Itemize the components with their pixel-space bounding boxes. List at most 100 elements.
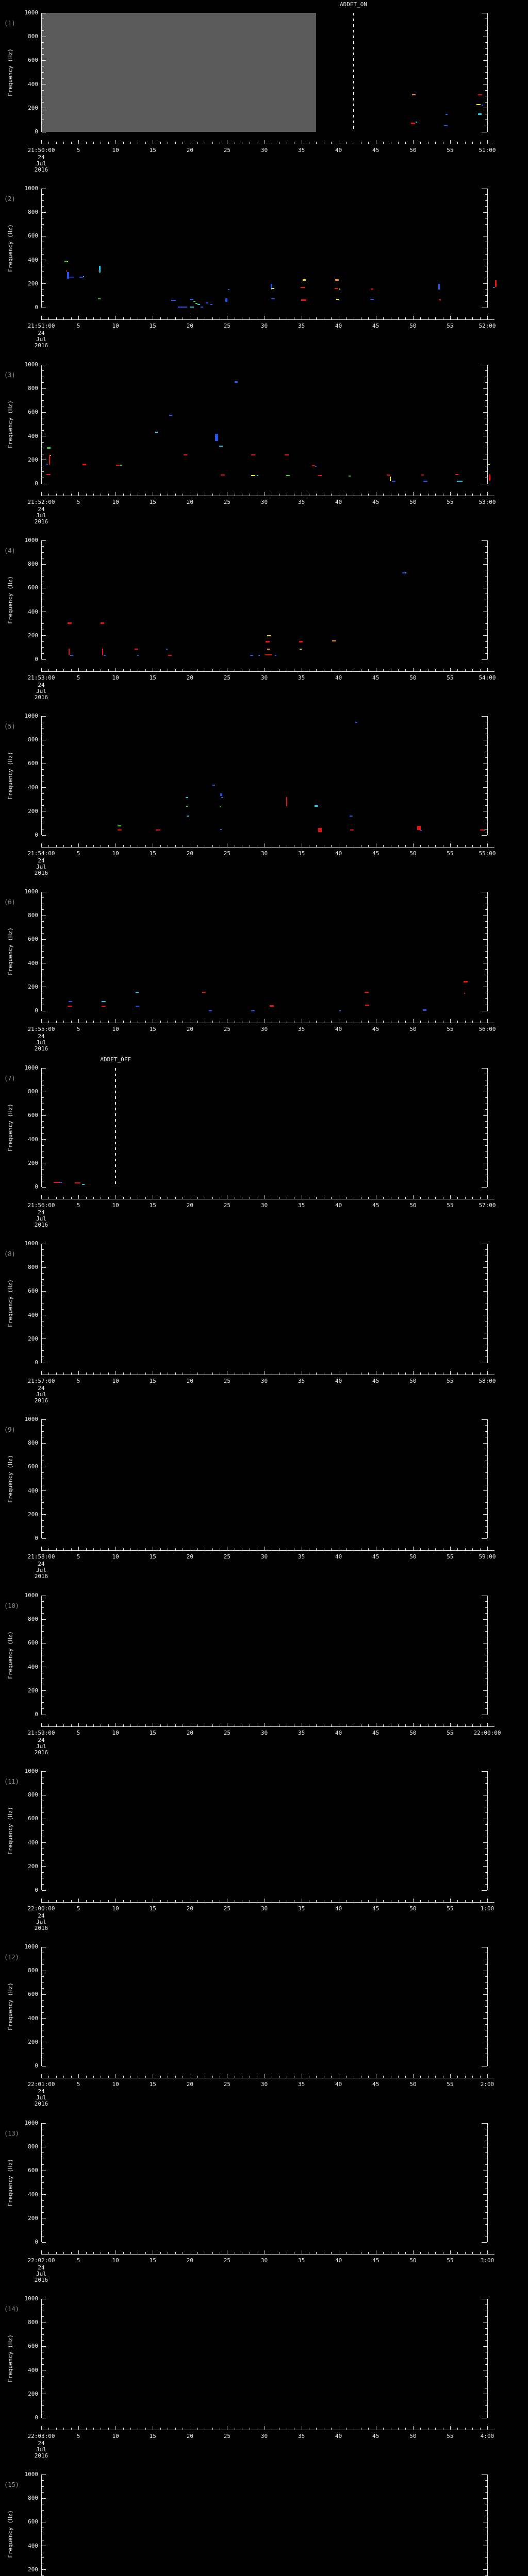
y-tick-right bbox=[485, 2000, 487, 2001]
x-date-line: 2016 bbox=[34, 694, 48, 701]
x-tick-label: 45 bbox=[372, 1202, 380, 1209]
x-start-label: 22:03:00 bbox=[27, 2433, 55, 2439]
x-tick bbox=[63, 1197, 64, 1199]
y-tick bbox=[42, 2510, 44, 2511]
detection-speck bbox=[417, 825, 421, 831]
y-tick-right bbox=[483, 1139, 487, 1140]
y-tick bbox=[42, 2557, 44, 2558]
x-tick bbox=[123, 2076, 124, 2078]
x-tick bbox=[316, 1197, 317, 1199]
x-date-line: 24 bbox=[38, 2264, 45, 2271]
y-tick-label: 200 bbox=[28, 2214, 38, 2222]
x-tick bbox=[175, 1372, 176, 1375]
x-tick-label: 55 bbox=[447, 674, 454, 681]
detection-speck bbox=[68, 1001, 72, 1003]
y-tick bbox=[42, 1514, 46, 1515]
x-tick bbox=[123, 845, 124, 847]
x-tick bbox=[145, 2076, 146, 2078]
y-tick-right bbox=[485, 1613, 487, 1614]
x-end-label: 3:00 bbox=[480, 2257, 494, 2264]
detection-speck bbox=[286, 797, 287, 807]
x-start-label: 21:56:00 bbox=[27, 1202, 55, 1209]
x-tick bbox=[93, 1372, 94, 1375]
y-tick-right bbox=[485, 546, 487, 547]
y-tick-right bbox=[485, 48, 487, 49]
detection-speck bbox=[478, 113, 482, 115]
y-tick-right bbox=[485, 2006, 487, 2007]
x-tick bbox=[316, 1900, 317, 1902]
x-start-label: 21:55:00 bbox=[27, 1026, 55, 1032]
detection-speck bbox=[134, 648, 139, 650]
x-date-line: Jul bbox=[36, 512, 46, 519]
x-tick-label: 20 bbox=[186, 1730, 193, 1736]
y-axis-title: Frequency (Hz) bbox=[7, 2158, 14, 2207]
y-tick-right bbox=[485, 1261, 487, 1262]
x-tick bbox=[435, 669, 436, 671]
x-tick bbox=[383, 2428, 384, 2430]
x-tick bbox=[86, 2252, 87, 2254]
y-axis-left bbox=[41, 2299, 42, 2418]
y-axis-right bbox=[487, 1244, 488, 1363]
y-tick-label: 800 bbox=[28, 33, 38, 40]
detection-speck bbox=[315, 465, 317, 467]
y-tick-label: 1000 bbox=[24, 888, 39, 895]
x-tick bbox=[331, 1900, 332, 1902]
y-axis-right bbox=[487, 365, 488, 484]
x-tick bbox=[368, 1372, 369, 1375]
x-tick-label: 30 bbox=[260, 1378, 268, 1384]
y-tick bbox=[42, 1866, 46, 1867]
x-tick bbox=[465, 2252, 466, 2254]
y-tick-right bbox=[485, 424, 487, 425]
x-tick bbox=[63, 317, 64, 319]
x-tick bbox=[435, 2252, 436, 2254]
y-axis-right bbox=[487, 2123, 488, 2242]
y-tick bbox=[42, 641, 44, 642]
x-date-line: 2016 bbox=[34, 2100, 48, 2107]
x-tick bbox=[56, 317, 57, 319]
spectrogram-panel-14: (14) Frequency (Hz) 0 200 400 600 800 1000 22:03… bbox=[0, 2286, 528, 2462]
detection-speck bbox=[206, 302, 208, 303]
panel-number: (12) bbox=[4, 1954, 19, 1961]
y-tick bbox=[42, 2006, 44, 2007]
x-tick-label: 20 bbox=[186, 1905, 193, 1912]
x-date-line: 24 bbox=[38, 330, 45, 336]
x-tick bbox=[487, 1195, 488, 1199]
y-tick-right bbox=[485, 2358, 487, 2359]
detection-speck bbox=[46, 473, 51, 475]
y-tick-right bbox=[485, 382, 487, 383]
x-tick bbox=[160, 494, 161, 496]
y-tick bbox=[42, 897, 44, 899]
panel-number: (13) bbox=[4, 2130, 19, 2137]
y-axis-title: Frequency (Hz) bbox=[7, 1454, 14, 1503]
y-tick bbox=[42, 1187, 46, 1188]
y-tick bbox=[42, 2376, 44, 2377]
y-axis-right bbox=[487, 1596, 488, 1715]
x-tick-label: 55 bbox=[447, 1553, 454, 1560]
y-tick-label: 1000 bbox=[24, 1240, 39, 1247]
detection-speck bbox=[303, 279, 306, 281]
y-tick bbox=[42, 769, 44, 770]
y-tick-label: 800 bbox=[28, 2319, 38, 2326]
x-tick bbox=[71, 1548, 72, 1550]
y-tick bbox=[42, 2000, 44, 2001]
y-tick-label: 800 bbox=[28, 736, 38, 743]
detection-speck bbox=[300, 649, 302, 650]
x-tick-label: 40 bbox=[335, 1026, 342, 1032]
x-tick bbox=[93, 2428, 94, 2430]
x-tick bbox=[457, 317, 458, 319]
x-tick bbox=[78, 140, 79, 144]
x-tick bbox=[41, 1195, 42, 1199]
y-tick bbox=[42, 1472, 44, 1473]
x-tick-label: 50 bbox=[409, 1202, 417, 1209]
detection-speck bbox=[350, 829, 354, 831]
y-tick-right bbox=[485, 400, 487, 401]
y-tick bbox=[42, 253, 44, 255]
detection-speck bbox=[67, 622, 72, 624]
x-tick bbox=[130, 1900, 131, 1902]
y-tick-right bbox=[483, 2194, 487, 2195]
x-tick bbox=[420, 2252, 421, 2254]
event-marker-line bbox=[353, 13, 354, 132]
y-tick-label: 1000 bbox=[24, 713, 39, 719]
y-tick-label: 800 bbox=[28, 2143, 38, 2150]
detection-speck bbox=[210, 304, 213, 306]
